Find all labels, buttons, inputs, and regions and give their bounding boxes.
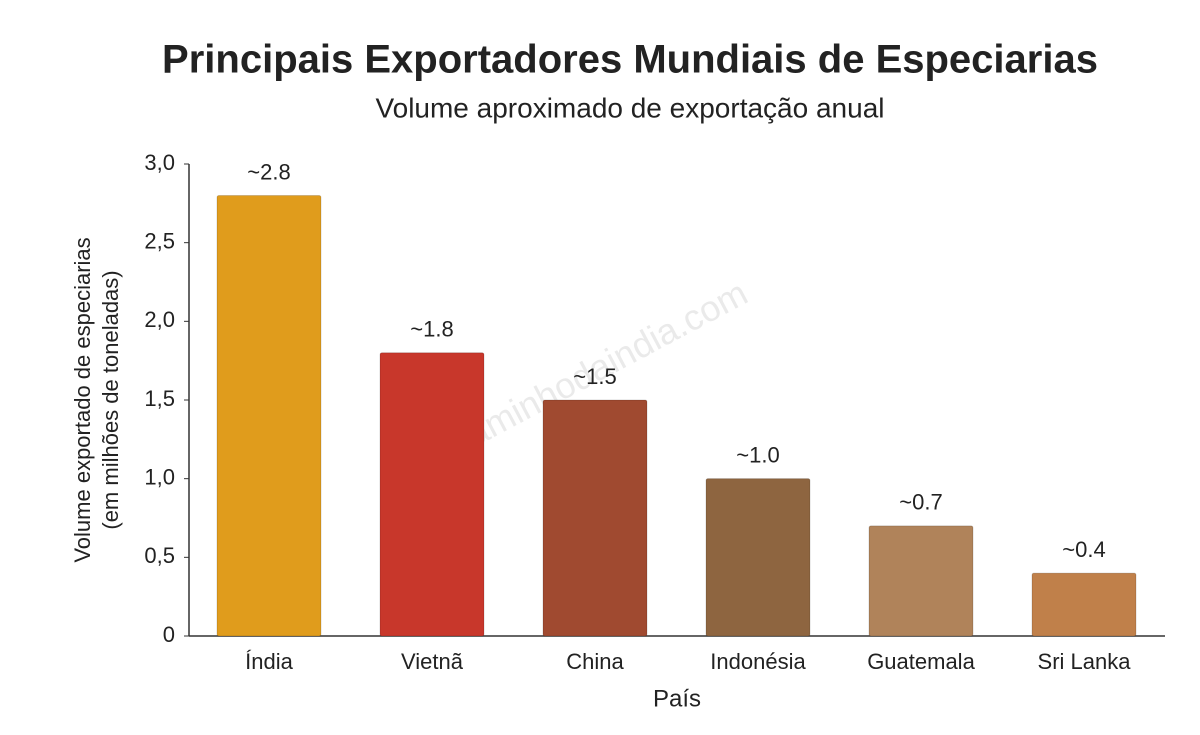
x-tick-label: Sri Lanka	[1038, 649, 1132, 674]
bar	[542, 399, 648, 637]
x-tick-label: Indonésia	[710, 649, 806, 674]
y-tick-label: 1,0	[144, 464, 175, 489]
chart-title: Principais Exportadores Mundiais de Espe…	[162, 38, 1098, 82]
y-axis-label: Volume exportado de especiarias (em milh…	[70, 237, 123, 562]
y-axis-label-line: (em milhões de toneladas)	[98, 270, 123, 529]
x-axis-label: País	[653, 685, 701, 712]
chart-subtitle: Volume aproximado de exportação anual	[375, 92, 884, 123]
bar	[379, 352, 485, 637]
y-tick-label: 1,5	[144, 386, 175, 411]
data-label: ~0.7	[899, 490, 942, 515]
y-tick-label: 2,5	[144, 228, 175, 253]
data-label: ~2.8	[247, 159, 290, 184]
bar	[1031, 572, 1137, 637]
data-label: ~0.4	[1062, 537, 1105, 562]
bar	[705, 478, 811, 637]
y-tick-label: 2,0	[144, 307, 175, 332]
x-tick-label: China	[566, 649, 624, 674]
y-tick-label: 0,5	[144, 543, 175, 568]
data-label: ~1.0	[736, 442, 779, 467]
x-tick-label: Índia	[245, 649, 293, 674]
x-tick-label: Guatemala	[867, 649, 975, 674]
data-label: ~1.8	[410, 317, 453, 342]
y-tick-label: 0	[163, 622, 175, 647]
x-tick-label: Vietnã	[401, 649, 464, 674]
bar	[868, 525, 974, 637]
bar	[216, 194, 322, 637]
data-label: ~1.5	[573, 364, 616, 389]
y-axis-label-line: Volume exportado de especiarias	[70, 237, 95, 562]
y-tick-label: 3,0	[144, 150, 175, 175]
